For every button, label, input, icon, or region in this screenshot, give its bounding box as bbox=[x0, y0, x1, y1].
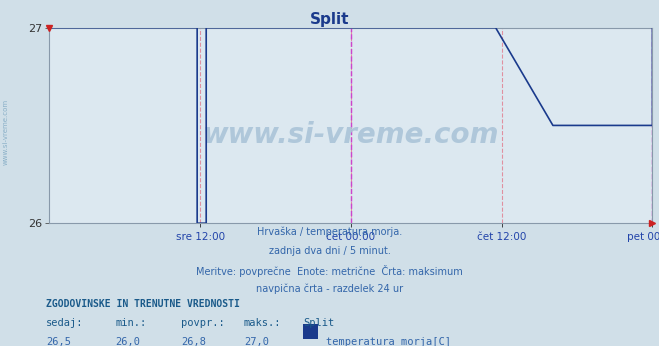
Text: 26,5: 26,5 bbox=[46, 337, 71, 346]
Text: sedaj:: sedaj: bbox=[46, 318, 84, 328]
Text: navpična črta - razdelek 24 ur: navpična črta - razdelek 24 ur bbox=[256, 284, 403, 294]
Text: www.si-vreme.com: www.si-vreme.com bbox=[203, 121, 499, 149]
Text: www.si-vreme.com: www.si-vreme.com bbox=[2, 98, 9, 165]
Text: temperatura morja[C]: temperatura morja[C] bbox=[326, 337, 451, 346]
Text: Split: Split bbox=[310, 12, 349, 27]
Text: povpr.:: povpr.: bbox=[181, 318, 225, 328]
Text: Hrvaška / temperatura morja.: Hrvaška / temperatura morja. bbox=[257, 227, 402, 237]
Text: 26,0: 26,0 bbox=[115, 337, 140, 346]
Text: 27,0: 27,0 bbox=[244, 337, 269, 346]
Text: maks.:: maks.: bbox=[244, 318, 281, 328]
Text: ZGODOVINSKE IN TRENUTNE VREDNOSTI: ZGODOVINSKE IN TRENUTNE VREDNOSTI bbox=[46, 299, 240, 309]
Text: Meritve: povprečne  Enote: metrične  Črta: maksimum: Meritve: povprečne Enote: metrične Črta:… bbox=[196, 265, 463, 277]
Text: min.:: min.: bbox=[115, 318, 146, 328]
Text: zadnja dva dni / 5 minut.: zadnja dva dni / 5 minut. bbox=[269, 246, 390, 256]
Text: 26,8: 26,8 bbox=[181, 337, 206, 346]
Text: Split: Split bbox=[303, 318, 334, 328]
